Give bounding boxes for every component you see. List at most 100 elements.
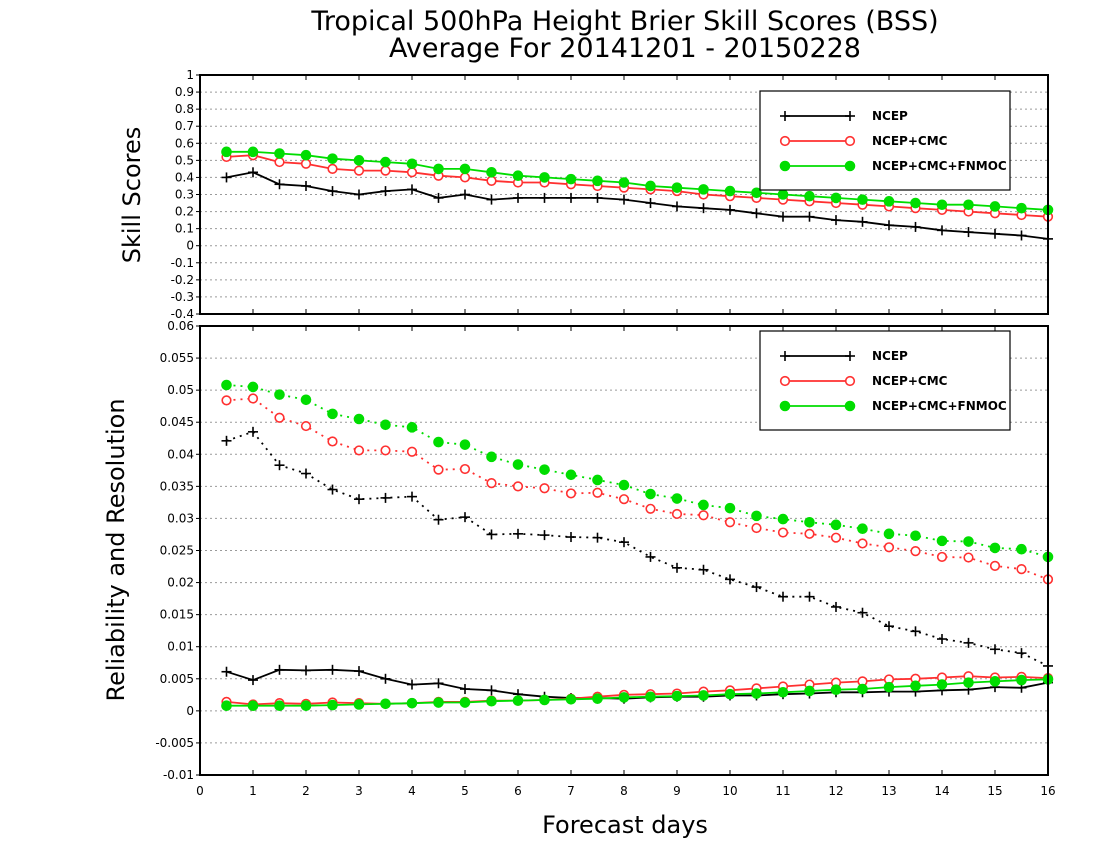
bottom-plot-frame	[199, 325, 1049, 776]
data-point	[724, 185, 736, 197]
top-legend: NCEP NCEP+CMC NCEP+CMC+FNMOC	[759, 90, 1011, 191]
bottom-y-tick-label: 0.045	[160, 415, 194, 429]
top-y-tick-label: 0	[186, 239, 194, 253]
legend-label: NCEP	[872, 109, 908, 123]
data-point	[804, 685, 815, 697]
data-point	[300, 149, 312, 161]
x-tick-label: 9	[673, 784, 681, 798]
data-point	[671, 508, 683, 520]
top-y-tick-label: 0.1	[175, 222, 194, 236]
chart-subtitle: Average For 20141201 - 20150228	[389, 33, 861, 64]
data-point	[592, 487, 603, 498]
data-point	[645, 503, 656, 514]
data-point	[645, 691, 656, 703]
top-series-ncep-cmc-fnmoc	[221, 146, 1054, 216]
top-y-tick-label: 0.7	[175, 119, 194, 133]
top-y-tick-label: 0.5	[175, 153, 194, 167]
data-point	[857, 683, 868, 695]
data-point	[645, 488, 656, 500]
data-point	[274, 700, 285, 712]
bottom-y-tick-label: 0.06	[167, 319, 194, 333]
series-line	[226, 678, 1049, 707]
data-point	[698, 499, 709, 511]
data-point	[751, 510, 762, 522]
bottom-legend: NCEP NCEP+CMC NCEP+CMC+FNMOC	[759, 330, 1011, 431]
data-point	[247, 393, 259, 404]
bottom-y-tick-label: -0.005	[155, 736, 194, 750]
bottom-series-ncep-cmc-fnmoc-reliability	[221, 674, 1054, 712]
data-point	[221, 700, 232, 712]
data-point	[830, 519, 842, 531]
data-point	[777, 513, 789, 525]
data-point	[857, 538, 868, 549]
data-point	[910, 546, 921, 557]
data-point	[486, 451, 497, 463]
data-point	[857, 194, 868, 205]
data-point	[618, 692, 630, 703]
legend-label: NCEP	[872, 349, 908, 363]
data-point	[671, 493, 683, 504]
legend-label: NCEP+CMC	[872, 134, 948, 148]
x-tick-label: 10	[722, 784, 737, 798]
bottom-y-tick-label: 0.005	[160, 672, 194, 686]
bottom-y-tick-label: 0.015	[160, 608, 194, 622]
data-point	[459, 439, 471, 450]
top-y-tick-label: 0.4	[175, 170, 194, 184]
data-point	[327, 699, 338, 711]
data-point	[804, 528, 815, 539]
data-point	[751, 688, 762, 699]
data-point	[883, 528, 895, 540]
data-point	[539, 172, 550, 183]
legend-label: NCEP+CMC+FNMOC	[872, 399, 1007, 413]
data-point	[1016, 202, 1027, 214]
x-tick-label: 12	[828, 784, 843, 798]
bottom-y-tick-label: 0.035	[160, 479, 194, 493]
data-point	[380, 156, 391, 168]
data-point	[671, 690, 683, 702]
data-point	[247, 146, 259, 158]
bottom-y-tick-label: 0.02	[167, 576, 194, 590]
data-point	[380, 165, 391, 176]
data-point	[565, 694, 577, 705]
data-point	[830, 532, 842, 543]
data-point	[512, 481, 524, 492]
data-point	[830, 192, 842, 204]
data-point	[274, 412, 285, 423]
data-point	[327, 163, 338, 174]
data-point	[963, 536, 974, 547]
x-tick-label: 6	[514, 784, 522, 798]
data-point	[910, 680, 921, 692]
data-point	[380, 698, 391, 710]
data-point	[618, 479, 630, 491]
data-point	[1016, 674, 1027, 686]
data-point	[592, 474, 603, 486]
top-y-tick-label: -0.1	[171, 256, 194, 270]
data-point	[830, 684, 842, 695]
data-point	[751, 522, 762, 534]
data-point	[777, 686, 789, 698]
data-point	[910, 197, 921, 209]
x-tick-label: 8	[620, 784, 628, 798]
bottom-y-tick-label: 0	[186, 704, 194, 718]
bottom-y-tick-label: -0.01	[163, 768, 194, 782]
data-point	[724, 502, 736, 514]
data-point	[724, 517, 736, 528]
data-point	[539, 483, 550, 494]
data-point	[989, 560, 1001, 571]
x-tick-label: 3	[355, 784, 363, 798]
data-point	[327, 408, 338, 420]
series-line	[226, 384, 1049, 558]
series-line	[226, 430, 1049, 667]
legend-marker	[779, 160, 791, 172]
data-point	[459, 463, 471, 475]
series-line	[226, 397, 1049, 581]
data-point	[274, 156, 285, 168]
data-point	[300, 420, 312, 432]
data-point	[300, 158, 312, 169]
x-tick-label: 5	[461, 784, 469, 798]
data-point	[433, 436, 444, 448]
data-point	[751, 187, 762, 199]
bottom-y-tick-label: 0.025	[160, 544, 194, 558]
data-point	[565, 469, 577, 481]
